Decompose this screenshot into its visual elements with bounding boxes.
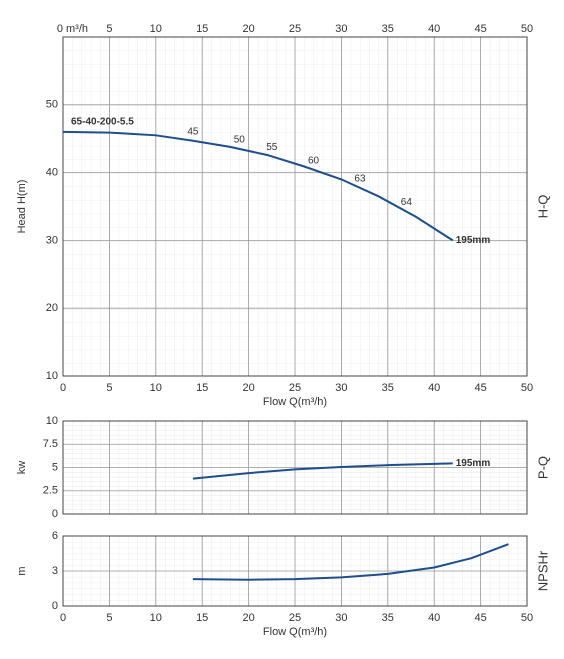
y-axis-title: kw: [16, 461, 28, 475]
x2-tick-label: 25: [289, 23, 301, 35]
y-tick-label: 3: [52, 565, 58, 577]
x-tick-label: 20: [242, 382, 254, 394]
curve-label: 195mm: [456, 235, 491, 246]
efficiency-label: 50: [234, 135, 246, 146]
x-axis-title: Flow Q(m³/h): [263, 396, 327, 408]
x-tick-label: 15: [196, 612, 208, 624]
plot-frame: [62, 420, 528, 515]
y-tick-label: 40: [46, 167, 58, 179]
x-axis-title: Flow Q(m³/h): [263, 626, 327, 638]
x2-tick-label: 0: [57, 23, 63, 35]
x-tick-label: 0: [60, 612, 66, 624]
x-tick-label: 20: [242, 612, 254, 624]
y-tick-label: 30: [46, 234, 58, 246]
x-tick-label: 35: [382, 382, 394, 394]
curve: [192, 543, 509, 581]
efficiency-label: 64: [401, 197, 413, 208]
curve-label: 195mm: [456, 458, 491, 469]
x2-tick-label: 5: [106, 23, 112, 35]
x-tick-label: 45: [474, 612, 486, 624]
x-tick-label: 5: [106, 612, 112, 624]
y-tick-label: 50: [46, 99, 58, 111]
efficiency-label: 60: [308, 155, 320, 166]
curve: [192, 462, 453, 480]
x2-tick-label: 20: [242, 23, 254, 35]
side-label: P-Q: [535, 456, 550, 479]
x-tick-label: 10: [150, 612, 162, 624]
x-tick-label: 30: [335, 382, 347, 394]
y-tick-label: 6: [52, 530, 58, 542]
x2-tick-label: 30: [335, 23, 347, 35]
x2-tick-label: 35: [382, 23, 394, 35]
y-tick-label: 2.5: [43, 485, 58, 497]
x-tick-label: 40: [428, 612, 440, 624]
efficiency-label: 63: [354, 173, 366, 184]
x2-tick-label: 10: [150, 23, 162, 35]
plot-frame: [62, 535, 528, 607]
x2-tick-label: 45: [474, 23, 486, 35]
y-tick-label: 5: [52, 461, 58, 473]
x-tick-label: 30: [335, 612, 347, 624]
x-tick-label: 35: [382, 612, 394, 624]
efficiency-label: 45: [187, 126, 199, 137]
y-axis-title: Head H(m): [16, 180, 28, 234]
model-label: 65-40-200-5.5: [71, 117, 134, 128]
plot-frame: [62, 36, 528, 377]
x-tick-label: 5: [106, 382, 112, 394]
x-tick-label: 45: [474, 382, 486, 394]
y-tick-label: 0: [52, 600, 58, 612]
x-tick-label: 40: [428, 382, 440, 394]
x-tick-label: 0: [60, 382, 66, 394]
x-tick-label: 10: [150, 382, 162, 394]
x2-unit: m³/h: [66, 23, 88, 35]
side-label: H-Q: [535, 195, 550, 219]
y-tick-label: 10: [46, 370, 58, 382]
y-tick-label: 20: [46, 302, 58, 314]
y-tick-label: 0: [52, 508, 58, 520]
x-tick-label: 25: [289, 612, 301, 624]
x-tick-label: 15: [196, 382, 208, 394]
efficiency-label: 55: [266, 142, 278, 153]
x-tick-label: 25: [289, 382, 301, 394]
side-label: NPSHr: [535, 550, 550, 591]
x2-tick-label: 50: [521, 23, 533, 35]
x2-tick-label: 15: [196, 23, 208, 35]
x2-tick-label: 40: [428, 23, 440, 35]
y-tick-label: 7.5: [43, 438, 58, 450]
y-tick-label: 10: [46, 415, 58, 427]
curve: [62, 130, 454, 242]
y-axis-title: m: [16, 566, 28, 575]
x-tick-label: 50: [521, 382, 533, 394]
x-tick-label: 50: [521, 612, 533, 624]
